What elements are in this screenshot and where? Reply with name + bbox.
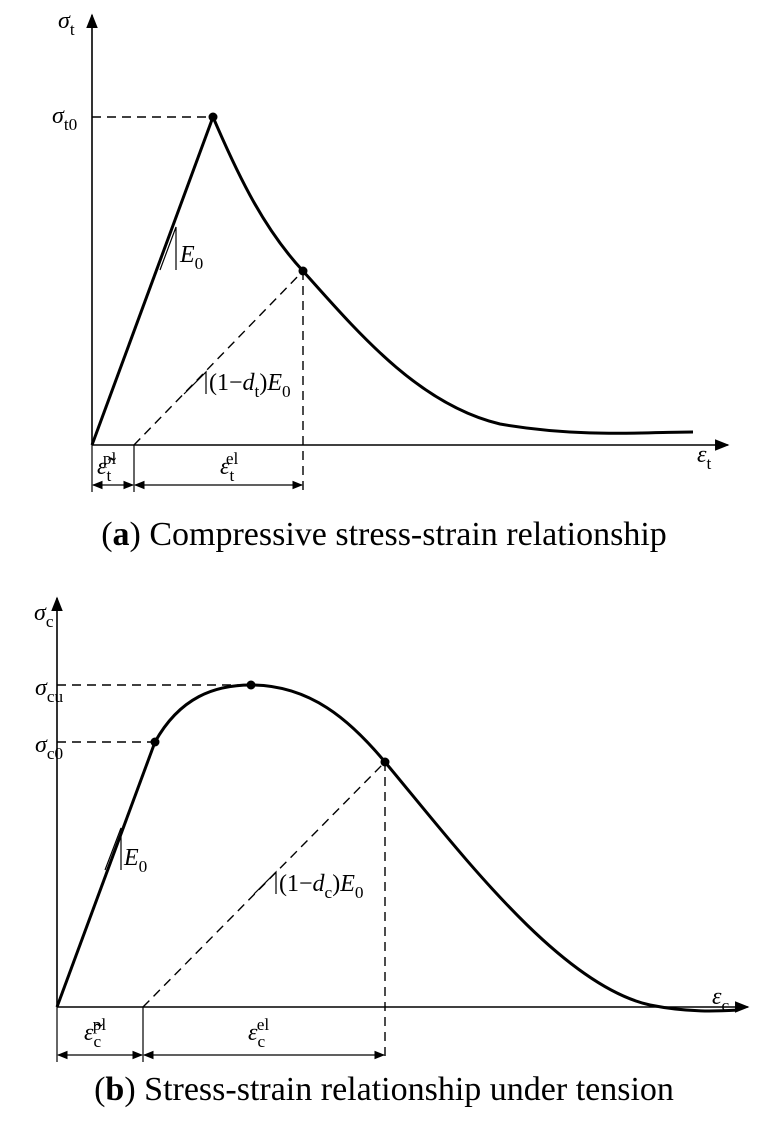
peak-point (246, 680, 256, 690)
unload-slope-label: (1−dc)E0 (279, 871, 364, 902)
unload-point (298, 266, 308, 276)
text-segment: (1− (279, 871, 313, 897)
loading-line (90, 116, 215, 446)
slope-triangle (159, 226, 177, 271)
text-segment: ε (712, 984, 722, 1010)
text-segment: ) Compressive stress-strain relationship (130, 516, 667, 553)
text-segment: t (70, 20, 75, 39)
text-segment: el (226, 449, 239, 468)
text-segment: pl (103, 449, 117, 468)
text-segment: ) (332, 871, 340, 897)
text-segment: c (325, 883, 333, 902)
plastic-strain-label: ε̃cpl (84, 1015, 106, 1051)
text-segment: el (257, 1015, 270, 1034)
text-segment: 0 (139, 857, 148, 876)
text-segment: E (266, 370, 282, 396)
text-segment: E (339, 871, 355, 897)
text-segment: ) (259, 370, 267, 396)
text-segment: d (313, 871, 326, 897)
softening-curve (211, 116, 694, 435)
y-axis-label: σc (34, 600, 54, 631)
text-segment: t0 (64, 115, 77, 134)
unload-slope-triangle (253, 870, 277, 895)
text-segment: E (123, 845, 139, 871)
text-segment: ε (697, 442, 707, 468)
text-segment: ε (220, 454, 230, 480)
elastic-strain-label: εtel (220, 449, 239, 485)
text-segment: b (105, 1071, 124, 1108)
caption: (a) Compressive stress-strain relationsh… (101, 516, 667, 553)
text-segment: c (93, 1032, 101, 1051)
y-axis-label: σt (58, 8, 75, 39)
text-segment: t (255, 382, 260, 401)
yield-point (150, 737, 160, 747)
text-segment: t (229, 466, 234, 485)
text-segment: ε (248, 1020, 258, 1046)
text-segment: σ (58, 8, 71, 34)
peak-label: σt0 (52, 103, 77, 134)
slope-label: E0 (123, 845, 147, 876)
text-segment: pl (93, 1015, 107, 1034)
text-segment: c0 (47, 744, 63, 763)
text-segment: ( (101, 516, 112, 553)
text-segment: t (106, 466, 111, 485)
yield-label: σc0 (35, 732, 63, 763)
slope-triangle (104, 827, 122, 871)
text-segment: a (113, 516, 130, 553)
text-segment: c (257, 1032, 265, 1051)
unload-slope-triangle (183, 370, 207, 395)
text-segment: d (243, 370, 256, 396)
text-segment: σ (35, 732, 48, 758)
elastic-strain-label: εcel (248, 1015, 269, 1051)
plastic-strain-label: ε̃tpl (97, 449, 117, 485)
unload-slope-label: (1−dt)E0 (209, 370, 291, 401)
peak-label: σcu (35, 675, 64, 706)
caption: (b) Stress-strain relationship under ten… (94, 1071, 674, 1108)
text-segment: 0 (195, 254, 204, 273)
x-axis-label: εt (697, 442, 711, 473)
text-segment: 0 (355, 883, 364, 902)
text-segment: cu (47, 687, 64, 706)
text-segment: σ (52, 103, 65, 129)
panel-a (86, 13, 730, 492)
text-segment: ) Stress-strain relationship under tensi… (124, 1071, 674, 1108)
slope-label: E0 (179, 242, 203, 273)
stress-curve (153, 683, 739, 1013)
text-segment: σ (35, 675, 48, 701)
text-segment: t (706, 454, 711, 473)
text-segment: c (721, 996, 729, 1015)
text-segment: ( (94, 1071, 105, 1108)
unload-line (133, 270, 304, 446)
text-segment: c (46, 612, 54, 631)
text-segment: 0 (282, 382, 291, 401)
x-axis-label: εc (712, 984, 729, 1015)
text-segment: E (179, 242, 195, 268)
loading-line (55, 741, 157, 1008)
panel-b (51, 596, 750, 1062)
text-segment: (1− (209, 370, 243, 396)
unload-point (380, 757, 390, 767)
peak-point (208, 112, 218, 122)
text-segment: σ (34, 600, 47, 626)
